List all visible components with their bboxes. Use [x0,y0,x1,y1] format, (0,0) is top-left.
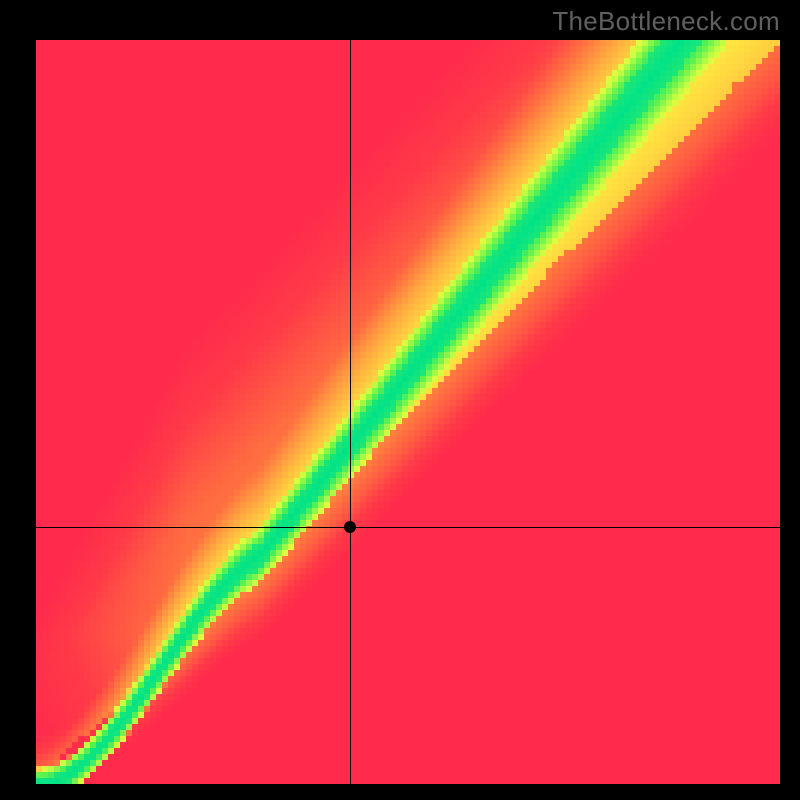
heatmap-canvas [0,0,800,800]
crosshair-vertical [350,40,351,784]
watermark-text: TheBottleneck.com [552,6,780,37]
crosshair-horizontal [36,527,780,528]
chart-container: TheBottleneck.com [0,0,800,800]
